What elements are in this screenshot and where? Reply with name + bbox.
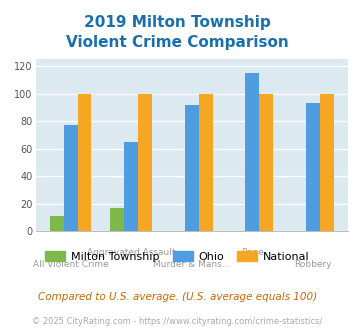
Bar (199, 94, 213, 231)
Bar (50, 216, 64, 231)
Text: Rape: Rape (241, 248, 264, 257)
Text: Compared to U.S. average. (U.S. average equals 100): Compared to U.S. average. (U.S. average … (38, 292, 317, 302)
Text: Murder & Mans...: Murder & Mans... (153, 260, 230, 269)
Bar (320, 94, 334, 231)
Text: 2019 Milton Township: 2019 Milton Township (84, 15, 271, 30)
Text: Robbery: Robbery (294, 260, 332, 269)
Bar (77, 94, 92, 231)
Legend: Milton Township, Ohio, National: Milton Township, Ohio, National (41, 247, 314, 267)
Bar (138, 94, 152, 231)
Text: © 2025 CityRating.com - https://www.cityrating.com/crime-statistics/: © 2025 CityRating.com - https://www.city… (32, 317, 323, 326)
Bar (64, 125, 77, 231)
Text: Aggravated Assault: Aggravated Assault (87, 248, 175, 257)
Bar (245, 73, 259, 231)
Bar (185, 105, 199, 231)
Text: Violent Crime Comparison: Violent Crime Comparison (66, 35, 289, 50)
Bar (259, 94, 273, 231)
Bar (124, 142, 138, 231)
Bar (306, 103, 320, 231)
Text: All Violent Crime: All Violent Crime (33, 260, 109, 269)
Bar (110, 208, 124, 231)
